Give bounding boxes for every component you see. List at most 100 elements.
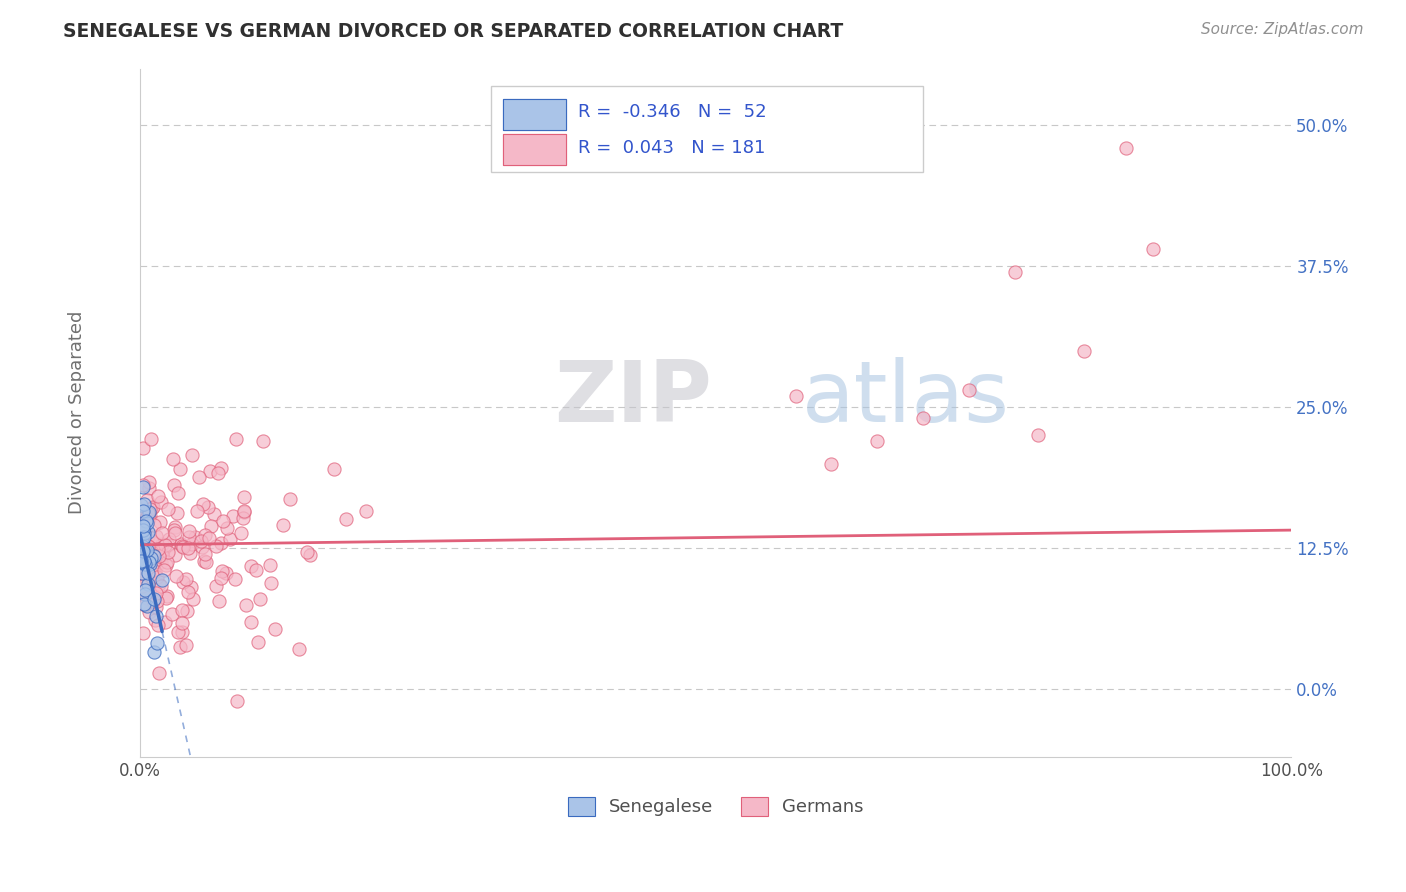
Point (145, 529, 167, 543)
Point (180, 537, 202, 551)
Point (162, 607, 184, 621)
Point (148, 549, 170, 563)
Point (155, 538, 177, 552)
Point (141, 534, 163, 549)
Point (157, 538, 180, 552)
Point (1115, 140, 1137, 154)
Point (134, 523, 156, 537)
Point (141, 553, 163, 567)
Point (136, 546, 159, 560)
Point (150, 548, 173, 562)
Point (177, 541, 200, 555)
Text: R =  0.043   N = 181: R = 0.043 N = 181 (578, 138, 765, 157)
Point (134, 583, 156, 598)
Point (129, 521, 152, 535)
Point (163, 524, 186, 538)
Point (132, 480, 155, 494)
Point (225, 432, 247, 446)
Point (149, 555, 172, 569)
Point (143, 554, 166, 568)
Point (169, 462, 191, 476)
Point (135, 599, 157, 614)
Point (222, 508, 245, 523)
Point (131, 554, 153, 568)
Text: Divorced or Separated: Divorced or Separated (67, 311, 86, 515)
Point (138, 510, 160, 524)
Point (149, 515, 172, 529)
Point (165, 519, 187, 533)
Text: atlas: atlas (801, 358, 1010, 441)
Point (167, 624, 190, 639)
Point (131, 544, 153, 558)
Point (131, 549, 153, 563)
Point (131, 560, 153, 574)
Point (132, 547, 155, 561)
Point (150, 526, 173, 541)
Point (149, 543, 172, 558)
Point (278, 491, 301, 506)
Point (232, 490, 254, 504)
Point (131, 526, 153, 541)
Point (174, 639, 197, 653)
Point (132, 545, 155, 559)
Point (142, 517, 165, 532)
Point (134, 599, 156, 613)
Point (785, 389, 807, 403)
Point (155, 558, 177, 572)
Point (202, 507, 225, 521)
Point (139, 501, 162, 516)
Point (354, 504, 377, 518)
Point (156, 502, 179, 516)
Point (180, 448, 202, 462)
Point (134, 544, 156, 558)
Point (142, 563, 165, 577)
Point (135, 538, 157, 552)
Point (136, 543, 159, 558)
Point (165, 548, 187, 562)
Point (957, 383, 980, 397)
Point (170, 536, 193, 550)
Point (263, 622, 285, 636)
Point (150, 573, 173, 587)
Point (131, 533, 153, 547)
Point (134, 587, 156, 601)
Point (177, 585, 200, 599)
Point (141, 501, 163, 516)
Point (215, 566, 238, 581)
Point (146, 570, 169, 584)
Point (165, 569, 187, 583)
Point (129, 498, 152, 512)
Point (148, 489, 170, 503)
Point (135, 516, 157, 530)
Point (212, 514, 235, 528)
Point (138, 505, 160, 519)
Point (138, 557, 160, 571)
Point (132, 523, 155, 537)
Point (163, 525, 186, 540)
Point (131, 516, 153, 530)
Point (820, 457, 842, 471)
Point (163, 477, 186, 491)
Point (131, 541, 153, 556)
Point (224, 572, 246, 586)
Point (135, 549, 157, 564)
Point (139, 550, 162, 565)
Point (132, 545, 155, 559)
Point (166, 486, 188, 500)
Point (1073, 343, 1095, 358)
Point (132, 537, 155, 551)
Point (143, 613, 166, 627)
Point (260, 576, 283, 591)
Text: R =  -0.346   N =  52: R = -0.346 N = 52 (578, 103, 766, 121)
Point (131, 520, 153, 534)
Point (195, 555, 218, 569)
Point (145, 600, 167, 615)
Point (132, 554, 155, 568)
Point (177, 530, 200, 544)
Point (205, 539, 228, 553)
Point (142, 500, 165, 514)
Point (132, 515, 155, 529)
Point (132, 519, 155, 533)
Point (148, 541, 170, 556)
Point (142, 548, 165, 562)
